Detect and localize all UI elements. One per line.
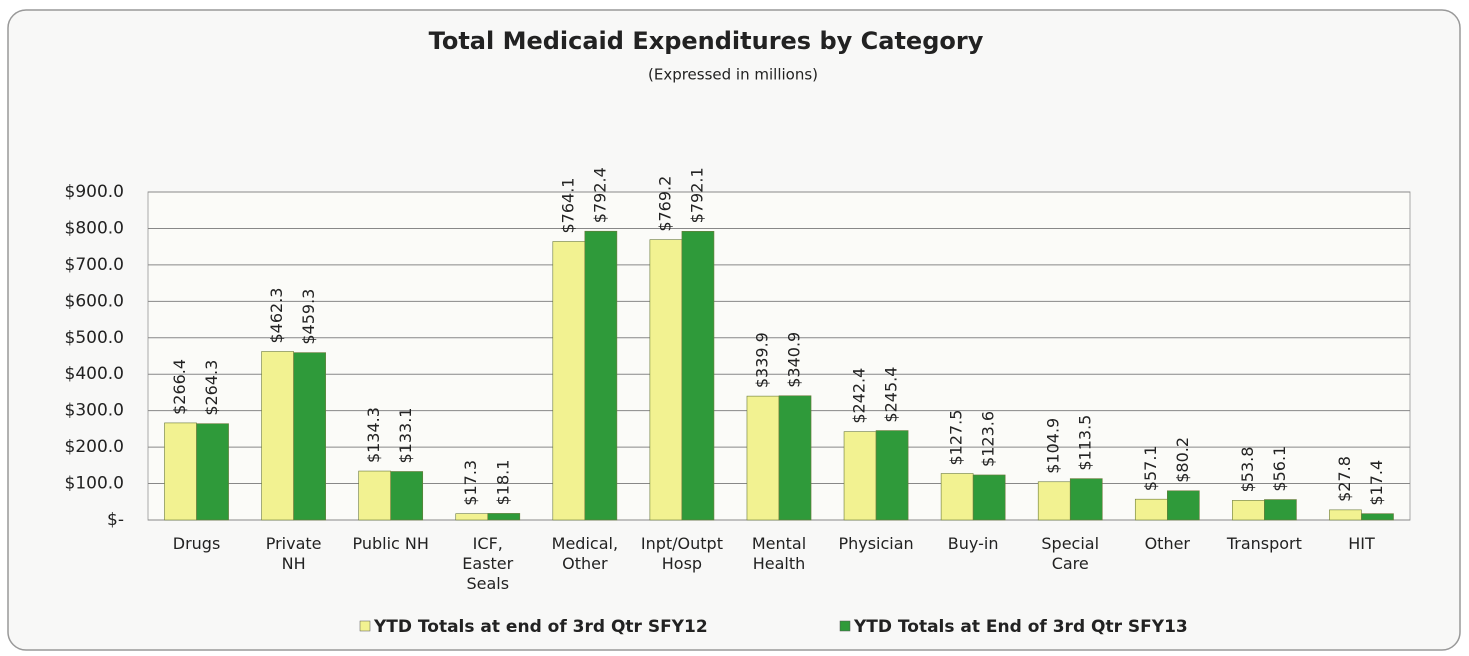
x-tick-label: Physician [838, 534, 914, 553]
data-label: $53.8 [1238, 447, 1257, 493]
x-tick-label: Special Care [1041, 534, 1100, 573]
bar [261, 351, 294, 521]
y-tick-label: $100.0 [65, 474, 124, 494]
data-label: $266.4 [170, 359, 189, 415]
bar [649, 239, 683, 521]
x-tick-label: Buy-in [947, 534, 999, 553]
data-label: $134.3 [364, 407, 383, 463]
data-label: $462.3 [267, 288, 286, 344]
x-tick-label: Medical, Other [551, 534, 619, 573]
bar [681, 231, 715, 521]
bar [1037, 481, 1071, 521]
data-label: $104.9 [1044, 418, 1063, 474]
bar [1232, 500, 1265, 521]
data-label: $17.4 [1367, 460, 1386, 506]
bar [972, 474, 1006, 521]
data-label: $264.3 [202, 360, 221, 416]
data-label: $242.4 [850, 368, 869, 424]
legend-label: YTD Totals at end of 3rd Qtr SFY12 [373, 617, 708, 637]
legend-label: YTD Totals at End of 3rd Qtr SFY13 [853, 617, 1188, 637]
bar [843, 431, 877, 521]
bar [293, 352, 326, 521]
bar [390, 471, 424, 521]
x-tick-label: Public NH [352, 534, 429, 553]
data-label: $792.1 [687, 167, 706, 223]
data-label: $764.1 [558, 178, 577, 234]
x-tick-label: Mental Health [751, 534, 807, 573]
data-label: $27.8 [1335, 456, 1354, 502]
x-tick-label: HIT [1348, 534, 1375, 553]
bar [358, 470, 391, 521]
y-tick-label: $700.0 [65, 255, 124, 275]
data-label: $133.1 [396, 408, 415, 464]
data-label: $57.1 [1141, 445, 1160, 491]
bar [940, 473, 974, 521]
data-label: $769.2 [655, 176, 674, 232]
y-tick-label: $300.0 [65, 401, 124, 421]
y-tick-label: $- [107, 510, 124, 530]
legend-swatch [359, 620, 371, 632]
bar [487, 513, 521, 521]
bar [778, 395, 812, 521]
bar [196, 423, 229, 521]
bar [1329, 509, 1362, 521]
data-label: $127.5 [947, 410, 966, 466]
data-label: $339.9 [752, 332, 771, 388]
data-label: $17.3 [461, 460, 480, 506]
x-tick-label: Private NH [265, 534, 322, 573]
legend-swatch [839, 620, 851, 632]
bar [552, 241, 586, 521]
bar [746, 395, 780, 521]
y-tick-label: $400.0 [65, 364, 124, 384]
data-label: $18.1 [493, 460, 512, 506]
data-label: $245.4 [882, 367, 901, 423]
y-tick-label: $800.0 [65, 218, 124, 238]
bar [455, 513, 489, 521]
bar [1069, 478, 1103, 521]
data-label: $792.4 [590, 167, 609, 223]
data-label: $56.1 [1270, 446, 1289, 492]
data-label: $113.5 [1076, 415, 1095, 471]
x-tick-label: Inpt/Outpt Hosp [640, 534, 723, 573]
bar [164, 422, 197, 521]
data-label: $459.3 [299, 289, 318, 345]
bar [1264, 499, 1297, 521]
y-tick-label: $600.0 [65, 291, 124, 311]
x-tick-label: Drugs [172, 534, 221, 553]
y-tick-label: $900.0 [65, 182, 124, 202]
y-tick-label: $200.0 [65, 437, 124, 457]
bar [1167, 490, 1200, 521]
bar [875, 430, 909, 521]
bar [584, 230, 618, 521]
y-tick-label: $500.0 [65, 328, 124, 348]
x-tick-label: Transport [1226, 534, 1302, 553]
x-tick-label: Other [1144, 534, 1191, 553]
chart-title: Total Medicaid Expenditures by Category [429, 27, 984, 55]
chart-subtitle: (Expressed in millions) [648, 66, 818, 84]
data-label: $80.2 [1173, 437, 1192, 483]
data-label: $123.6 [979, 411, 998, 467]
x-tick-label: ICF, Easter Seals [462, 534, 514, 593]
bar [1134, 498, 1168, 521]
data-label: $340.9 [785, 332, 804, 388]
bar [1361, 513, 1394, 521]
